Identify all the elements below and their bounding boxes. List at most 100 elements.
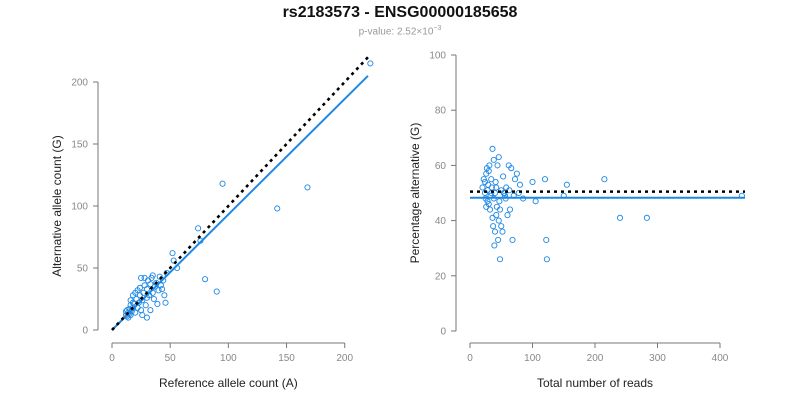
right-data-point [529, 178, 536, 186]
right-data-point [485, 181, 492, 188]
right-data-point [495, 217, 502, 224]
left-x-tick-label: 0 [109, 353, 115, 364]
right-data-point [485, 167, 492, 174]
right-data-point [495, 154, 502, 161]
left-x-tick-label: 50 [165, 353, 177, 364]
right-data-point [488, 176, 495, 183]
left-y-tick-label: 100 [71, 202, 88, 213]
right-data-point [496, 206, 504, 213]
right-data-point [491, 242, 498, 249]
right-data-point [479, 184, 486, 191]
left-data-point [149, 272, 156, 279]
right-data-point [500, 173, 507, 180]
right-x-axis-label: Total number of reads [537, 376, 653, 390]
right-data-point [532, 198, 539, 205]
left-data-point [150, 295, 157, 303]
right-data-point [496, 256, 504, 263]
left-data-point [156, 273, 163, 280]
left-data-point [132, 309, 139, 316]
left-data-point [142, 302, 149, 309]
left-y-tick-label: 50 [77, 264, 89, 275]
left-data-point [213, 288, 220, 295]
right-y-tick-label: 40 [435, 216, 447, 227]
left-data-point [202, 276, 209, 283]
right-data-point [616, 214, 624, 221]
left-data-point [136, 284, 143, 291]
left-y-tick-label: 200 [71, 78, 88, 89]
right-y-tick-label: 100 [429, 51, 446, 62]
left-data-point [143, 314, 150, 321]
left-reference-line [111, 56, 369, 331]
left-data-point [195, 225, 202, 232]
left-x-tick-label: 100 [220, 353, 237, 364]
right-data-point [490, 156, 497, 163]
right-data-point [493, 184, 500, 191]
left-data-point [162, 299, 169, 306]
left-data-point [304, 184, 311, 191]
right-data-point [513, 170, 520, 177]
pvalue-exponent: −3 [433, 25, 442, 32]
left-data-point [170, 257, 177, 264]
right-x-tick-label: 300 [649, 353, 666, 364]
right-data-point [543, 256, 550, 263]
pvalue-subtitle: p-value: 2.52×10−3 [0, 25, 800, 37]
right-data-point [489, 214, 496, 221]
left-x-tick-label: 200 [336, 353, 353, 364]
left-data-point [147, 307, 154, 314]
left-y-tick-label: 0 [82, 326, 88, 337]
right-data-point [495, 236, 502, 243]
left-data-point [147, 281, 154, 288]
left-x-tick-label: 150 [278, 353, 295, 364]
right-data-point [483, 203, 490, 210]
left-x-axis-label: Reference allele count (A) [159, 376, 298, 390]
right-data-point [493, 203, 500, 210]
right-data-point [643, 214, 650, 221]
chart-title: rs2183573 - ENSG00000185658 [282, 4, 518, 21]
left-data-point [219, 180, 226, 187]
left-data-point [141, 274, 148, 281]
left-data-point [138, 274, 145, 281]
right-y-tick-label: 80 [435, 106, 447, 117]
right-data-point [486, 206, 494, 213]
left-fit-line [111, 75, 369, 331]
left-data-point [139, 312, 146, 319]
right-data-point [499, 228, 506, 235]
right-data-point [516, 181, 524, 188]
right-data-point [508, 165, 515, 172]
left-data-point [169, 250, 176, 257]
pvalue-text: p-value: 2.52×10 [358, 26, 434, 38]
left-y-tick-label: 150 [71, 140, 88, 151]
right-data-point [563, 181, 570, 188]
right-data-point [496, 198, 503, 205]
right-y-axis-label: Percentage alternative (G) [408, 123, 422, 264]
right-data-point [509, 236, 516, 243]
right-x-tick-label: 200 [587, 353, 604, 364]
right-data-point [504, 212, 511, 219]
left-data-point [129, 299, 136, 306]
left-data-point [274, 205, 281, 212]
right-data-point [491, 189, 499, 197]
right-data-point [503, 184, 510, 191]
left-data-point [154, 300, 161, 308]
right-data-point [511, 176, 519, 183]
right-x-tick-label: 400 [712, 353, 729, 364]
right-data-point [498, 223, 505, 230]
right-data-point [494, 162, 501, 169]
right-x-tick-label: 0 [467, 353, 473, 364]
right-data-point [506, 187, 513, 194]
left-data-point [161, 292, 168, 299]
right-y-tick-label: 60 [435, 161, 447, 172]
left-data-point [367, 60, 374, 67]
right-data-point [543, 236, 550, 243]
left-data-point [155, 287, 162, 294]
right-data-point [489, 145, 496, 152]
left-data-point [158, 286, 166, 293]
right-y-tick-label: 0 [440, 327, 446, 338]
right-data-point [492, 178, 499, 186]
right-y-tick-label: 20 [435, 271, 447, 282]
right-data-point [493, 212, 500, 219]
right-x-tick-label: 100 [524, 353, 541, 364]
right-data-point [490, 223, 497, 230]
right-data-point [541, 176, 549, 183]
